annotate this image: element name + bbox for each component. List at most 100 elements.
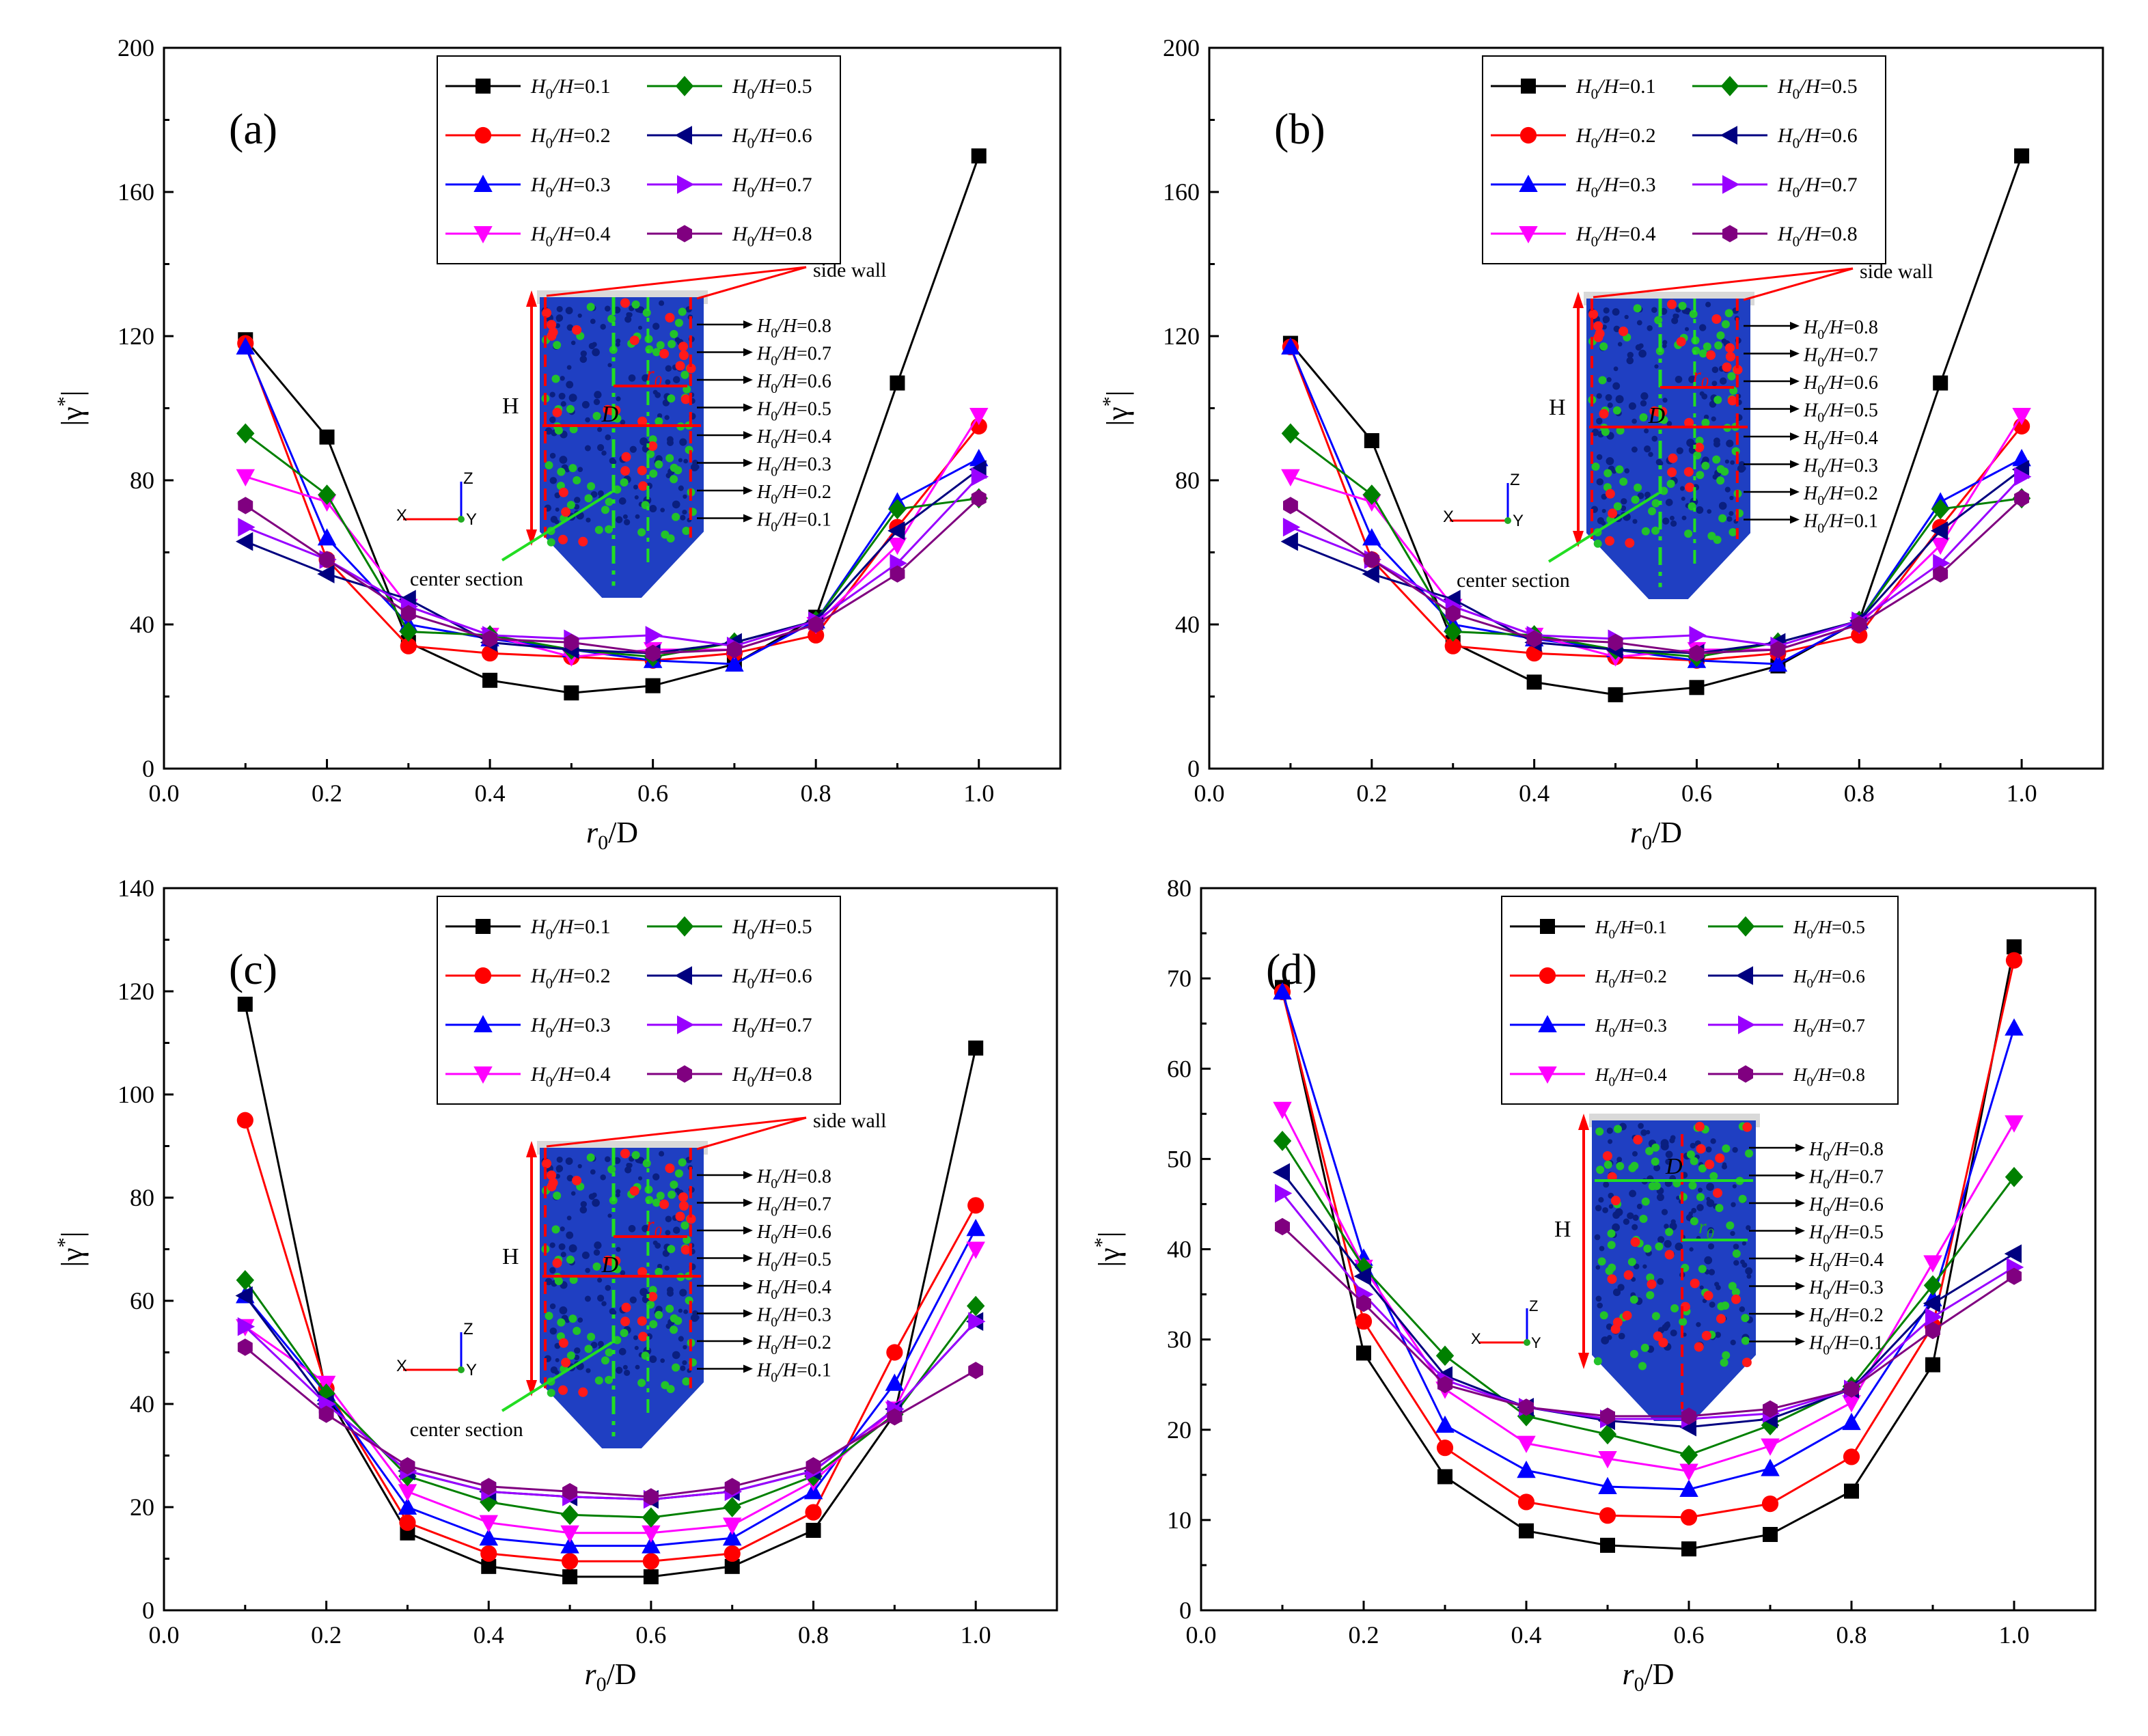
column-particle bbox=[1732, 1184, 1737, 1189]
tracer-particle-red bbox=[558, 487, 568, 497]
column-particle bbox=[664, 415, 670, 420]
tracer-particle-green bbox=[682, 1377, 691, 1386]
x-tick-label: 0.2 bbox=[311, 1621, 342, 1649]
tracer-particle-red bbox=[1647, 1279, 1657, 1289]
tracer-particle-green bbox=[554, 426, 563, 435]
height-arrow-head-top bbox=[526, 290, 537, 307]
column-particle bbox=[1591, 428, 1599, 437]
column-particle bbox=[1636, 1203, 1642, 1209]
data-point bbox=[400, 605, 416, 622]
tracer-particle-green bbox=[566, 1351, 575, 1360]
column-particle bbox=[1714, 1282, 1720, 1287]
level-label: H0/H=0.2 bbox=[756, 482, 831, 507]
column-particle bbox=[1624, 468, 1630, 474]
data-point bbox=[2005, 1018, 2024, 1036]
column-particle bbox=[565, 1318, 570, 1323]
data-point bbox=[645, 678, 661, 693]
column-particle bbox=[577, 1163, 582, 1169]
tracer-particle-green bbox=[1654, 316, 1663, 325]
level-arrow-head bbox=[743, 431, 753, 439]
data-point bbox=[1364, 432, 1379, 448]
tracer-particle-green bbox=[1741, 1314, 1750, 1323]
tracer-particle-green bbox=[605, 497, 614, 506]
tracer-particle-green bbox=[1709, 1172, 1718, 1181]
y-tick-label: 70 bbox=[1167, 965, 1192, 992]
side-wall-pointer bbox=[546, 1116, 807, 1148]
column-particle bbox=[667, 1290, 674, 1297]
data-point bbox=[968, 1362, 984, 1379]
data-point bbox=[722, 1517, 742, 1535]
legend-marker bbox=[1736, 916, 1755, 937]
tracer-particle-green bbox=[557, 467, 566, 476]
tracer-particle-red bbox=[678, 1192, 688, 1202]
data-point bbox=[236, 337, 256, 355]
tracer-particle-green bbox=[1665, 1228, 1674, 1237]
data-point bbox=[2004, 1244, 2022, 1263]
level-label: H0/H=0.6 bbox=[1808, 1194, 1884, 1220]
column-particle bbox=[555, 507, 560, 512]
column-particle bbox=[622, 1364, 628, 1370]
inset-schematic: HH0/H=0.8H0/H=0.7H0/H=0.6H0/H=0.5H0/H=0.… bbox=[396, 1110, 886, 1448]
data-point bbox=[1356, 1295, 1371, 1312]
data-point bbox=[888, 499, 907, 520]
column-particle bbox=[1707, 1226, 1714, 1234]
y-axis-title: |γ*| bbox=[53, 1231, 89, 1267]
column-particle bbox=[1699, 1285, 1704, 1290]
tracer-particle-green bbox=[655, 417, 663, 426]
tracer-particle-green bbox=[587, 1332, 596, 1341]
column-particle bbox=[581, 1251, 590, 1259]
column-particle bbox=[554, 1342, 561, 1349]
column-particle bbox=[634, 1345, 639, 1351]
legend-entry-label: H0/H=0.4 bbox=[530, 223, 611, 249]
legend-entry-label: H0/H=0.1 bbox=[530, 915, 611, 942]
data-point bbox=[238, 517, 256, 537]
column-particle bbox=[574, 497, 581, 504]
tracer-particle-green bbox=[1722, 1144, 1731, 1153]
data-point bbox=[1761, 1495, 1779, 1513]
tracer-particle-red bbox=[620, 1148, 630, 1159]
tracer-particle-green bbox=[1598, 376, 1607, 385]
tracer-particle-green bbox=[1634, 483, 1642, 492]
data-point bbox=[236, 423, 255, 444]
series-line-1 bbox=[244, 1004, 977, 1578]
tracer-particle-green bbox=[592, 411, 601, 420]
column-particle bbox=[1675, 1242, 1683, 1251]
tracer-particle-green bbox=[631, 1151, 640, 1159]
legend-entry-label: H0/H=0.6 bbox=[1793, 966, 1865, 991]
axis-y-label: Y bbox=[466, 510, 477, 529]
column-particle bbox=[1632, 1151, 1638, 1157]
level-label: H0/H=0.4 bbox=[1808, 1250, 1884, 1275]
tracer-particle-red bbox=[547, 1181, 557, 1191]
legend-entry-label: H0/H=0.2 bbox=[530, 124, 611, 151]
column-particle bbox=[1670, 1224, 1677, 1230]
level-arrow-head bbox=[1795, 1199, 1805, 1207]
column-particle bbox=[584, 1295, 591, 1302]
column-particle bbox=[1644, 491, 1651, 498]
tracer-particle-green bbox=[648, 435, 657, 444]
data-point bbox=[400, 637, 417, 655]
column-particle bbox=[1705, 1146, 1712, 1153]
granular-column bbox=[1586, 299, 1750, 599]
axis-x-label: X bbox=[396, 1357, 407, 1375]
tracer-particle-red bbox=[1711, 314, 1722, 324]
column-particle bbox=[611, 459, 617, 465]
legend-entry-label: H0/H=0.6 bbox=[732, 965, 812, 991]
tracer-particle-green bbox=[1741, 1336, 1750, 1345]
x-tick-label: 0.6 bbox=[635, 1621, 666, 1649]
column-particle bbox=[1669, 1138, 1675, 1144]
column-particle bbox=[1631, 418, 1637, 424]
legend-entry-label: H0/H=0.1 bbox=[1575, 75, 1656, 102]
tracer-particle-green bbox=[1651, 1143, 1660, 1152]
legend-marker bbox=[473, 226, 493, 244]
column-particle bbox=[620, 419, 626, 425]
side-wall-pointer bbox=[1743, 267, 1854, 301]
level-arrow-head bbox=[743, 1282, 753, 1290]
tracer-particle-red bbox=[572, 325, 582, 335]
tracer-particle-red bbox=[1713, 1188, 1722, 1198]
column-particle bbox=[1632, 1214, 1639, 1221]
column-particle bbox=[642, 374, 650, 382]
data-point bbox=[235, 532, 253, 551]
height-label: H bbox=[1549, 395, 1566, 420]
tracer-particle-green bbox=[1627, 1258, 1636, 1267]
column-particle bbox=[1597, 1302, 1603, 1309]
